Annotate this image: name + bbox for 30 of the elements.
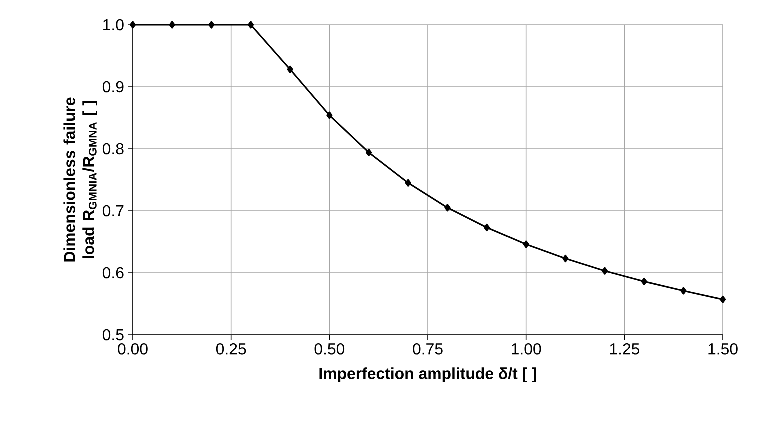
point (444, 204, 451, 212)
point (641, 278, 648, 286)
point (602, 267, 608, 275)
point (130, 21, 136, 29)
point (523, 240, 530, 248)
y-tick-label: 0.9 (102, 81, 124, 93)
y-tick-label: 0.6 (102, 267, 124, 279)
x-tick-label: 1.50 (708, 344, 738, 355)
x-tick-label: 1.25 (610, 344, 640, 355)
point (680, 287, 687, 295)
point (169, 21, 176, 29)
point (484, 224, 490, 232)
y-tick-label: 0.5 (102, 329, 124, 341)
point (326, 112, 333, 120)
point (208, 21, 215, 29)
x-tick-label: 0.50 (314, 344, 345, 355)
point (248, 21, 254, 29)
y-tick-label: 1.0 (104, 19, 124, 31)
point (720, 296, 726, 304)
x-tick-label: 0.25 (216, 344, 246, 355)
y-tick-label: 0.7 (102, 205, 124, 217)
point (366, 148, 372, 157)
x-tick-label: 1.00 (512, 344, 542, 355)
x-tick-label: 0.75 (413, 344, 443, 355)
x-tick-label: 0.00 (118, 344, 148, 355)
point (287, 66, 294, 74)
point (405, 179, 412, 187)
x-axis-title: Imperfection amplitude δ/t [ ] (320, 368, 536, 383)
y-tick-label: 0.8 (102, 143, 124, 155)
point (562, 254, 569, 263)
